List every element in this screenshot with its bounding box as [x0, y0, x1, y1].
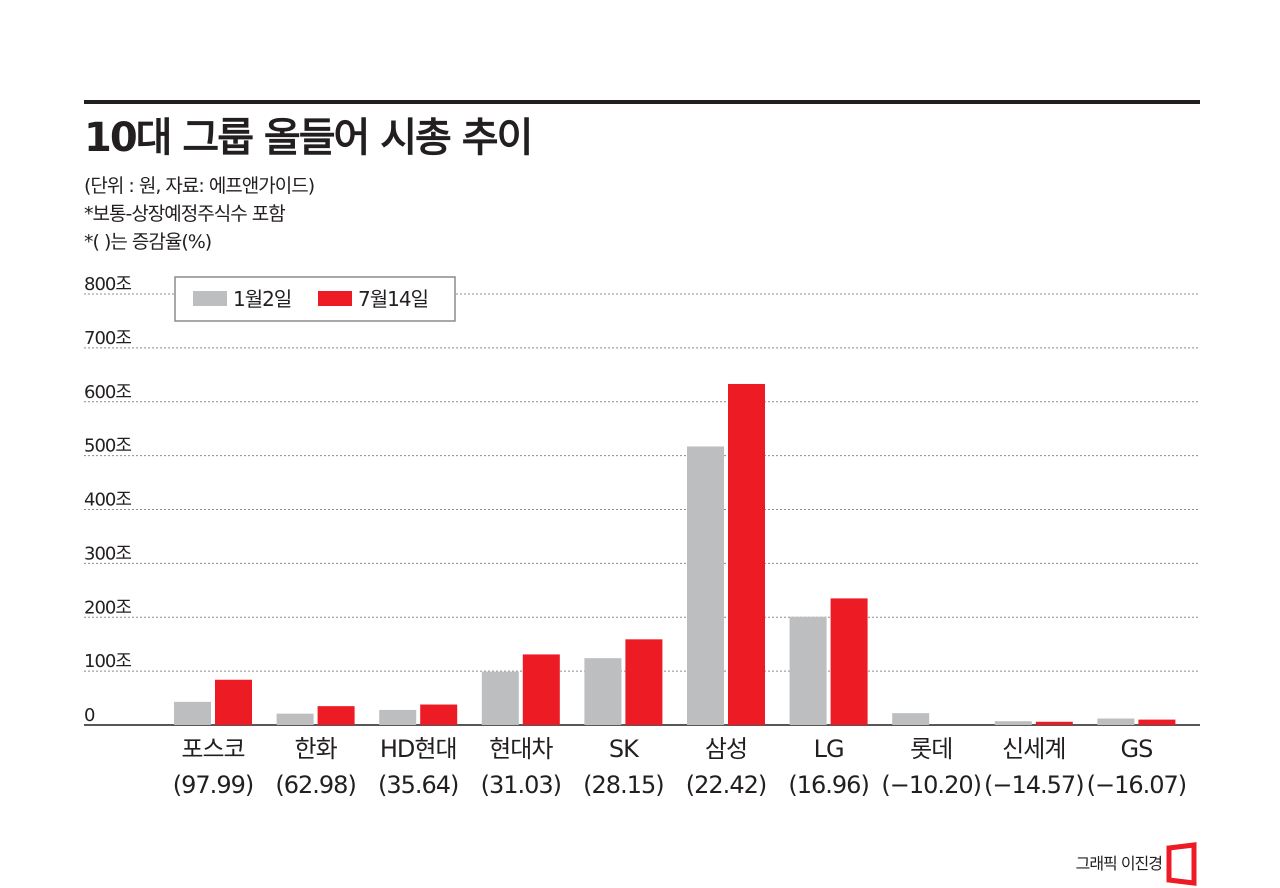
y-tick-label: 100조: [84, 651, 131, 672]
category-label: 한화: [295, 735, 338, 763]
y-tick-label: 500조: [84, 436, 131, 457]
change-rate-label: (31.03): [481, 771, 561, 799]
change-rate-label: (16.96): [788, 771, 868, 799]
y-tick-label: 300조: [84, 543, 131, 564]
category-label: 현대차: [489, 735, 553, 763]
change-rate-label: (28.15): [583, 771, 663, 799]
unit-note: (단위 : 원, 자료: 에프앤가이드): [84, 175, 315, 197]
change-rate-label: (22.42): [686, 771, 766, 799]
bar-jul-8: [1035, 721, 1073, 725]
bars: [174, 383, 1176, 725]
percent-note: *( )는 증감율(%): [84, 231, 212, 253]
bar-jul-6: [830, 598, 868, 725]
chart-title: 10대 그룹 올들어 시총 추이: [84, 115, 533, 161]
bar-jan-2: [379, 709, 417, 725]
change-rate-label: (−10.20): [881, 771, 981, 799]
bar-jan-5: [687, 446, 724, 725]
bar-jul-0: [215, 679, 252, 725]
change-rate-label: (−16.07): [1087, 771, 1187, 799]
bar-jan-9: [1097, 718, 1135, 725]
bar-jul-1: [317, 706, 355, 725]
category-label: 삼성: [705, 735, 747, 763]
y-tick-label: 800조: [84, 274, 131, 295]
change-rate-label: (35.64): [378, 771, 458, 799]
bar-jan-4: [584, 658, 622, 725]
y-tick-label: 400조: [84, 490, 131, 511]
bar-jan-8: [994, 721, 1032, 725]
bar-jul-9: [1138, 719, 1176, 725]
y-tick-label: 700조: [84, 328, 131, 349]
legend: 1월2일 7월14일: [174, 276, 456, 322]
y-tick-label: 0: [84, 705, 95, 726]
category-label: LG: [814, 735, 844, 763]
category-label: GS: [1120, 735, 1152, 763]
legend-label-jan: 1월2일: [233, 287, 291, 311]
publisher-logo-icon: [1166, 842, 1197, 886]
change-rate-label: (97.99): [173, 771, 253, 799]
category-label: 포스코: [181, 735, 244, 763]
legend-label-jul: 7월14일: [358, 287, 428, 311]
bar-jan-7: [892, 713, 930, 725]
bar-jul-2: [420, 704, 458, 725]
legend-swatch-jul: [318, 291, 352, 306]
bar-jan-6: [789, 616, 827, 725]
category-label: SK: [609, 735, 640, 763]
graphic-credit: 그래픽 이진경: [1075, 854, 1163, 873]
bar-jul-5: [728, 383, 765, 725]
bar-jul-4: [625, 639, 663, 725]
bar-jan-1: [276, 713, 314, 725]
bar-jan-3: [481, 671, 519, 725]
change-rate-label: (62.98): [275, 771, 355, 799]
bar-jul-3: [522, 654, 560, 725]
bar-jan-0: [174, 701, 211, 725]
top-rule: [84, 100, 1200, 104]
category-label: HD현대: [380, 735, 457, 763]
legend-swatch-jan: [193, 291, 227, 306]
category-label: 신세계: [1002, 735, 1065, 763]
change-rate-label: (−14.57): [984, 771, 1084, 799]
share-note: *보통-상장예정주식수 포함: [84, 203, 286, 225]
y-tick-label: 200조: [84, 597, 131, 618]
category-label: 롯데: [910, 735, 952, 763]
y-tick-label: 600조: [84, 382, 131, 403]
